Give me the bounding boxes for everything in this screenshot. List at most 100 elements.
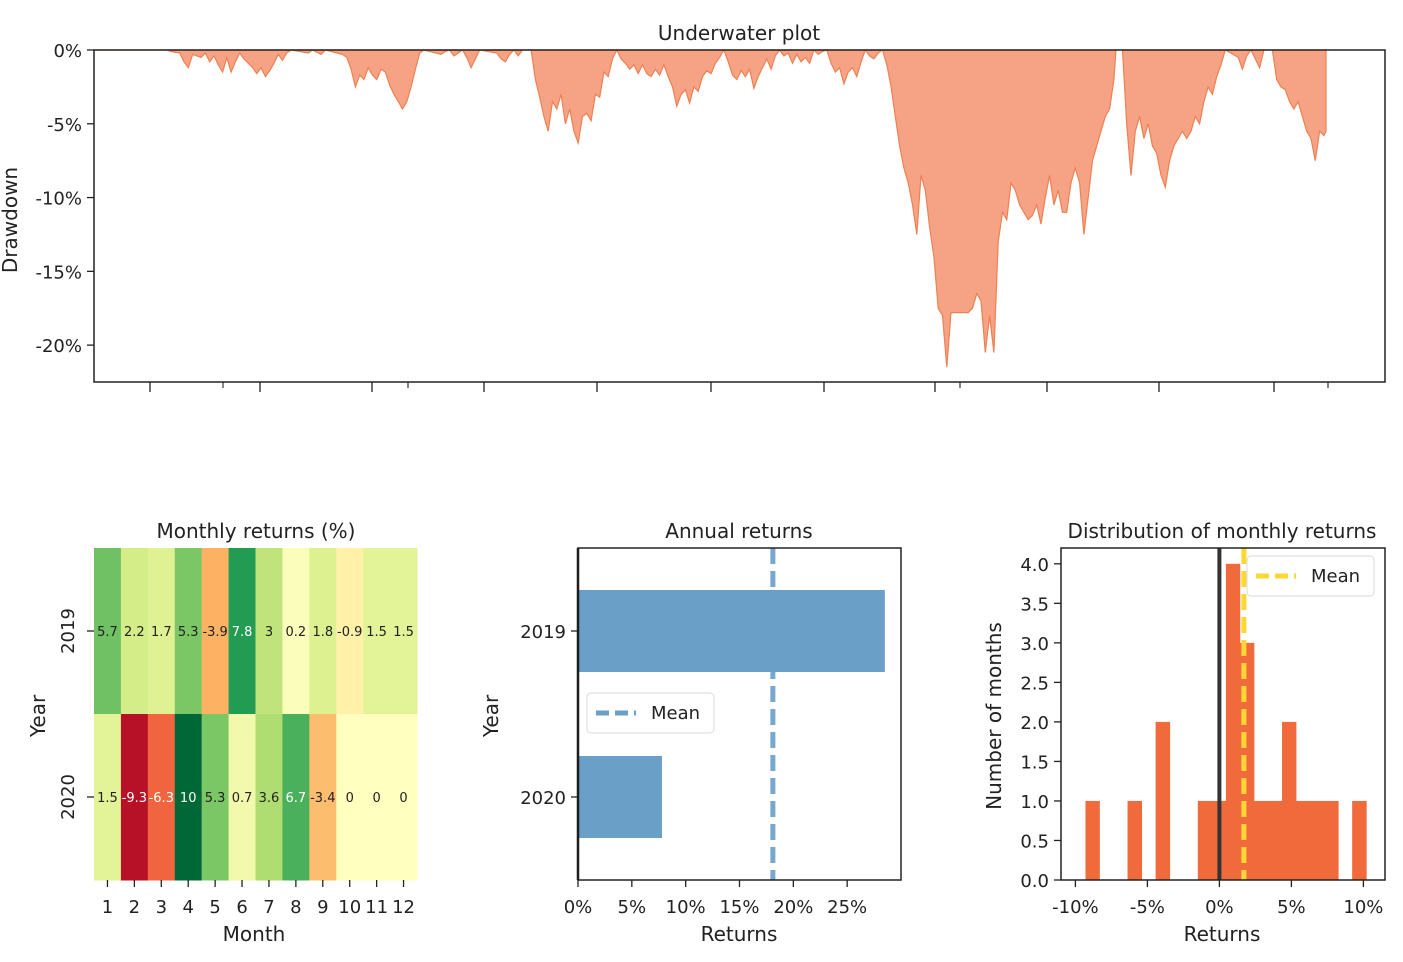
heatmap-cell-label: 0 <box>399 791 407 806</box>
histogram-bar <box>1225 563 1241 880</box>
heatmap-cell <box>309 548 337 715</box>
x-tick-label: 25% <box>827 897 867 918</box>
histogram-bar <box>1324 800 1339 880</box>
y-tick-label: 2019 <box>58 608 79 654</box>
x-tick-label: 15% <box>719 897 759 918</box>
histogram-bar <box>1239 642 1255 880</box>
distribution-title: Distribution of monthly returns <box>1068 519 1377 543</box>
y-tick-label: -20% <box>35 336 82 357</box>
y-tick-label: 0.5 <box>1020 831 1049 852</box>
histogram-bar <box>1197 800 1213 880</box>
heatmap-cell <box>390 714 418 881</box>
monthly-distribution: Distribution of monthly returns 0.0 0.5 1.… <box>982 519 1386 946</box>
distribution-bars <box>1085 548 1367 880</box>
distribution-xlabel: Returns <box>1184 922 1261 946</box>
annual-legend-box <box>586 692 715 734</box>
heatmap-cell-label: 5.3 <box>178 625 199 640</box>
heatmap-title: Monthly returns (%) <box>157 519 356 543</box>
heatmap-cell-label: 7.8 <box>232 625 253 640</box>
heatmap-cell <box>120 714 149 881</box>
underwater-title: Underwater plot <box>658 21 820 45</box>
heatmap-cell <box>255 548 283 715</box>
histogram-bar <box>1310 800 1325 880</box>
distribution-legend-label: Mean <box>1311 566 1360 587</box>
heatmap-cell <box>120 548 149 715</box>
heatmap-cell <box>174 548 203 715</box>
y-tick-label: 2020 <box>58 774 79 820</box>
heatmap-cell-label: 2.2 <box>124 625 145 640</box>
x-tick-label: -10% <box>1052 897 1099 918</box>
x-tick-label: 5 <box>209 897 220 918</box>
distribution-legend-box <box>1246 555 1375 597</box>
y-tick-label: -15% <box>35 262 82 283</box>
histogram-bar <box>1253 800 1269 880</box>
x-tick-label: 7 <box>263 897 274 918</box>
x-tick-label: 4 <box>182 897 193 918</box>
heatmap-cell <box>282 714 310 881</box>
underwater-ylabel: Drawdown <box>0 167 22 273</box>
y-tick-label: 2019 <box>520 622 566 643</box>
histogram-bar <box>1127 800 1143 880</box>
heatmap-cells: 5.7 2.2 1.7 5.3 -3.9 7.8 3 0.2 1.8 -0.9 1.5 1.51.5-… <box>94 548 418 881</box>
heatmap-cell <box>390 548 418 715</box>
x-tick-label: 3 <box>156 897 167 918</box>
heatmap-cell-label: 0.7 <box>232 791 253 806</box>
x-tick-label: -5% <box>1130 897 1165 918</box>
heatmap-cell <box>201 548 230 715</box>
y-tick-label: 2020 <box>520 788 566 809</box>
heatmap-cell-label: 0 <box>372 791 380 806</box>
heatmap-cell-label: 1.5 <box>393 625 414 640</box>
heatmap-cell-label: 5.7 <box>97 625 118 640</box>
heatmap-cell <box>363 548 391 715</box>
x-tick-label: 20% <box>773 897 813 918</box>
histogram-bar <box>1085 800 1100 880</box>
y-tick-label: -10% <box>35 189 82 210</box>
heatmap-cell <box>228 548 256 715</box>
x-tick-label: 10% <box>666 897 706 918</box>
y-tick-label: 1.0 <box>1020 792 1049 813</box>
histogram-bar <box>1296 800 1311 880</box>
histogram-bar <box>1267 800 1283 880</box>
heatmap-cell <box>228 714 256 881</box>
heatmap-cell-label: -9.3 <box>122 791 147 806</box>
y-tick-label: 1.5 <box>1020 752 1049 773</box>
annual-title: Annual returns <box>665 519 812 543</box>
heatmap-cell-label: -6.3 <box>149 791 174 806</box>
y-tick-label: 0% <box>53 41 82 62</box>
y-tick-label: 4.0 <box>1020 555 1049 576</box>
heatmap-cell-label: -3.4 <box>310 791 335 806</box>
heatmap-cell <box>309 714 337 881</box>
heatmap-cell <box>336 714 364 881</box>
underwater-frame <box>93 49 1386 383</box>
heatmap-cell <box>94 548 122 715</box>
heatmap-cell-label: 1.7 <box>151 625 172 640</box>
heatmap-cell-label: 5.3 <box>205 791 226 806</box>
y-tick-label: 3.0 <box>1020 634 1049 655</box>
underwater-x-axis <box>149 382 1329 392</box>
distribution-ylabel: Number of months <box>982 622 1006 810</box>
heatmap-cell <box>174 714 203 881</box>
underwater-y-axis: 0% -5% -10% -15% -20% <box>35 41 94 357</box>
x-tick-label: 9 <box>317 897 328 918</box>
heatmap-cell <box>201 714 230 881</box>
heatmap-cell-label: -3.9 <box>202 625 227 640</box>
y-tick-label: 0.0 <box>1020 871 1049 892</box>
annual-axes: 2019 2020 0% 5% 10% 15% 20% 25% <box>520 622 867 918</box>
annual-bar <box>578 756 662 838</box>
heatmap-cell-label: 6.7 <box>286 791 307 806</box>
annual-legend: Mean <box>586 692 715 734</box>
x-tick-label: 6 <box>236 897 247 918</box>
heatmap-cell-label: 10 <box>180 791 197 806</box>
heatmap-cell-label: 1.5 <box>366 625 387 640</box>
x-tick-label: 0% <box>564 897 593 918</box>
heatmap-ylabel: Year <box>26 694 50 738</box>
histogram-bar <box>1352 800 1367 880</box>
heatmap-cell-label: 1.8 <box>312 625 333 640</box>
distribution-legend: Mean <box>1246 555 1375 597</box>
heatmap-cell <box>94 714 122 881</box>
x-tick-label: 10% <box>1343 897 1383 918</box>
x-tick-label: 2 <box>129 897 140 918</box>
